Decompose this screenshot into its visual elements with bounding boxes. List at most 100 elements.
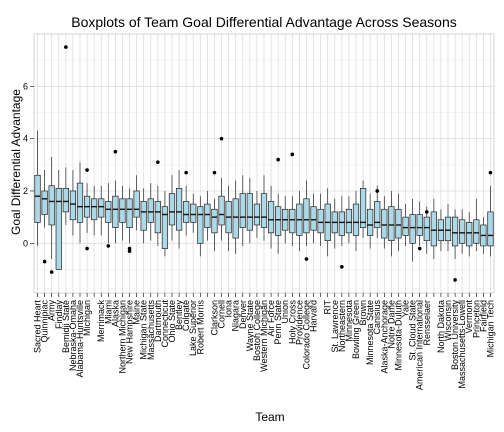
team-box-10 <box>105 183 112 248</box>
team-box-30 <box>246 177 253 244</box>
box-iqr <box>367 208 374 236</box>
x-tick-label: Wisconsin <box>443 300 453 341</box>
y-axis: 0 2 4 6 <box>23 81 34 248</box>
outlier-point <box>64 45 68 49</box>
x-tick-label: St. Cloud State <box>408 300 418 361</box>
box-iqr <box>395 208 402 239</box>
team-box-64 <box>487 170 494 257</box>
box-iqr <box>430 211 437 247</box>
box-iqr <box>381 208 388 239</box>
team-box-9 <box>98 185 105 236</box>
outlier-point <box>212 170 217 175</box>
box-iqr <box>62 188 69 213</box>
outlier-point <box>85 168 89 172</box>
x-tick-label: Fairfield <box>478 300 488 332</box>
team-box-49 <box>381 196 388 249</box>
x-tick-label: Boston University <box>450 300 460 371</box>
outlier-point <box>156 160 160 164</box>
team-box-60 <box>459 209 466 254</box>
x-axis-title: Team <box>255 410 284 424</box>
team-box-17 <box>154 160 161 246</box>
x-tick-label: Massachusetts-Lowell <box>457 300 467 389</box>
team-box-58 <box>444 204 452 252</box>
x-tick-label: Providence <box>294 300 304 345</box>
x-tick-label: Air Force <box>266 300 276 337</box>
box-iqr <box>175 188 183 231</box>
x-tick-label: North Dakota <box>436 300 446 353</box>
outlier-point <box>42 259 47 264</box>
box-iqr <box>416 214 423 236</box>
team-box-32 <box>260 175 268 241</box>
x-tick-label: Bentley <box>174 300 184 331</box>
box-iqr <box>76 182 84 223</box>
x-tick-label: Niagara <box>231 300 241 332</box>
box-iqr <box>211 208 218 234</box>
box-iqr <box>253 203 261 226</box>
team-box-43 <box>338 196 345 269</box>
box-iqr <box>183 201 190 223</box>
box-iqr <box>105 201 112 223</box>
box-iqr <box>41 190 48 215</box>
x-tick-label: Robert Morris <box>195 300 205 355</box>
team-box-61 <box>466 211 473 257</box>
box-iqr <box>338 211 345 236</box>
team-box-12 <box>119 185 126 241</box>
y-tick-label: 6 <box>23 81 28 91</box>
box-iqr <box>402 216 409 236</box>
box-iqr <box>275 206 282 236</box>
team-box-25 <box>211 170 218 252</box>
box-iqr <box>451 216 459 247</box>
team-box-52 <box>402 204 409 246</box>
team-box-5 <box>69 170 77 236</box>
x-tick-label: Union <box>280 300 290 324</box>
x-tick-label: RIT <box>323 300 333 315</box>
box-iqr <box>374 201 381 228</box>
x-tick-label: St. Lawrence <box>330 300 340 353</box>
x-tick-label: New Hampshire <box>125 300 135 364</box>
team-box-18 <box>161 190 169 257</box>
x-tick-label: Sacred Heart <box>33 300 43 354</box>
x-tick-label: Michigan State <box>139 300 149 360</box>
y-tick-label: 0 <box>23 238 28 248</box>
team-box-48 <box>374 185 381 239</box>
team-box-56 <box>430 198 437 259</box>
team-box-14 <box>133 175 140 231</box>
team-box-22 <box>190 193 197 233</box>
team-box-0 <box>34 130 41 246</box>
box-iqr <box>317 208 324 234</box>
team-box-38 <box>303 180 310 261</box>
team-box-7 <box>83 168 91 251</box>
box-iqr <box>147 198 154 223</box>
outlier-point <box>417 246 422 251</box>
box-iqr <box>154 201 161 234</box>
team-box-36 <box>289 152 296 246</box>
team-box-46 <box>359 180 367 239</box>
x-tick-label: Vermont <box>464 300 474 334</box>
team-box-44 <box>345 196 353 244</box>
team-box-40 <box>317 193 324 246</box>
x-tick-label: Alabama-Huntsville <box>75 300 85 378</box>
outlier-point <box>304 257 309 261</box>
box-iqr <box>48 185 55 226</box>
box-iqr <box>239 193 246 228</box>
box-iqr <box>55 188 62 270</box>
x-tick-label: Northern Michigan <box>117 300 127 374</box>
team-box-27 <box>225 185 232 252</box>
team-box-28 <box>232 180 239 254</box>
team-box-6 <box>76 162 84 244</box>
x-tick-label: Quinnipiac <box>40 300 50 343</box>
box-iqr <box>423 216 430 242</box>
x-tick-label: Denver <box>238 300 248 329</box>
box-iqr <box>112 195 119 228</box>
box-iqr <box>161 206 169 249</box>
box-iqr <box>289 208 296 234</box>
outlier-point <box>127 249 132 253</box>
box-iqr <box>303 198 310 234</box>
box-iqr <box>466 222 473 247</box>
x-tick-label: Connecticut <box>160 300 170 348</box>
box-iqr <box>267 201 275 234</box>
outlier-point <box>127 246 132 251</box>
outlier-point <box>184 170 188 175</box>
box-iqr <box>246 193 253 231</box>
